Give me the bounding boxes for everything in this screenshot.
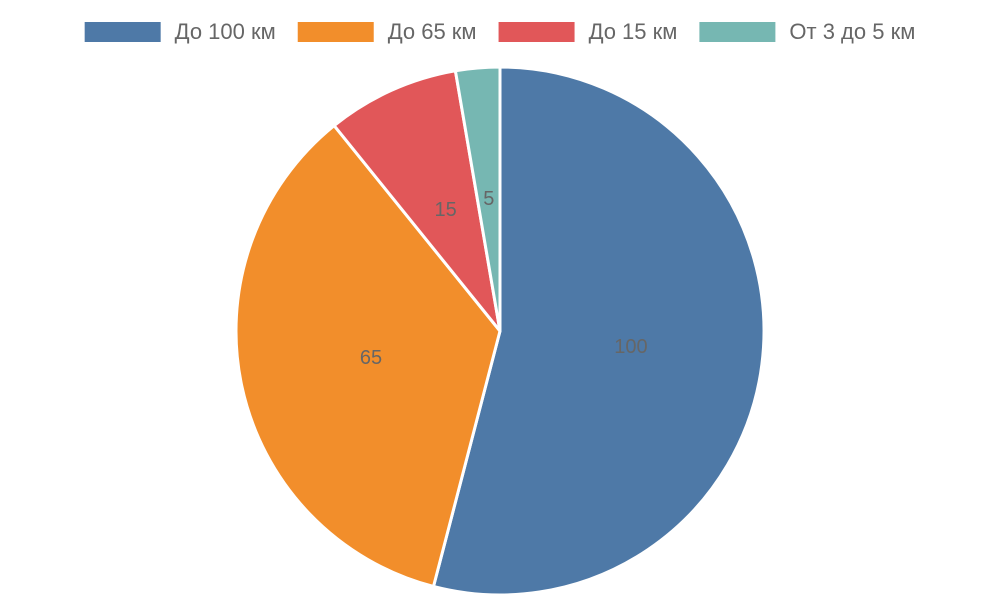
- slice-labels: 100 65 15 5: [360, 188, 648, 369]
- legend-swatch: [699, 22, 776, 42]
- slice-label: 15: [435, 199, 457, 221]
- legend-label: От 3 до 5 км: [789, 19, 915, 44]
- slice-label: 5: [483, 188, 494, 210]
- legend-swatch: [84, 22, 161, 42]
- legend-item: До 100 км: [84, 19, 276, 44]
- legend-label: До 100 км: [175, 19, 276, 44]
- legend-label: До 15 км: [589, 19, 678, 44]
- legend-swatch: [498, 22, 575, 42]
- legend-swatch: [297, 22, 374, 42]
- slice: [332, 69, 502, 333]
- slice: [453, 65, 502, 333]
- legend-item: До 65 км: [297, 19, 477, 44]
- slice: [431, 65, 766, 597]
- legend-item: До 15 км: [498, 19, 678, 44]
- legend-item: От 3 до 5 км: [699, 19, 915, 44]
- legend: До 100 км До 65 км До 15 км От 3 до 5 км: [84, 19, 915, 44]
- slice-label: 100: [614, 336, 647, 358]
- slice-label: 65: [360, 347, 382, 369]
- slice: [234, 124, 502, 588]
- legend-label: До 65 км: [388, 19, 477, 44]
- pie: [234, 65, 766, 597]
